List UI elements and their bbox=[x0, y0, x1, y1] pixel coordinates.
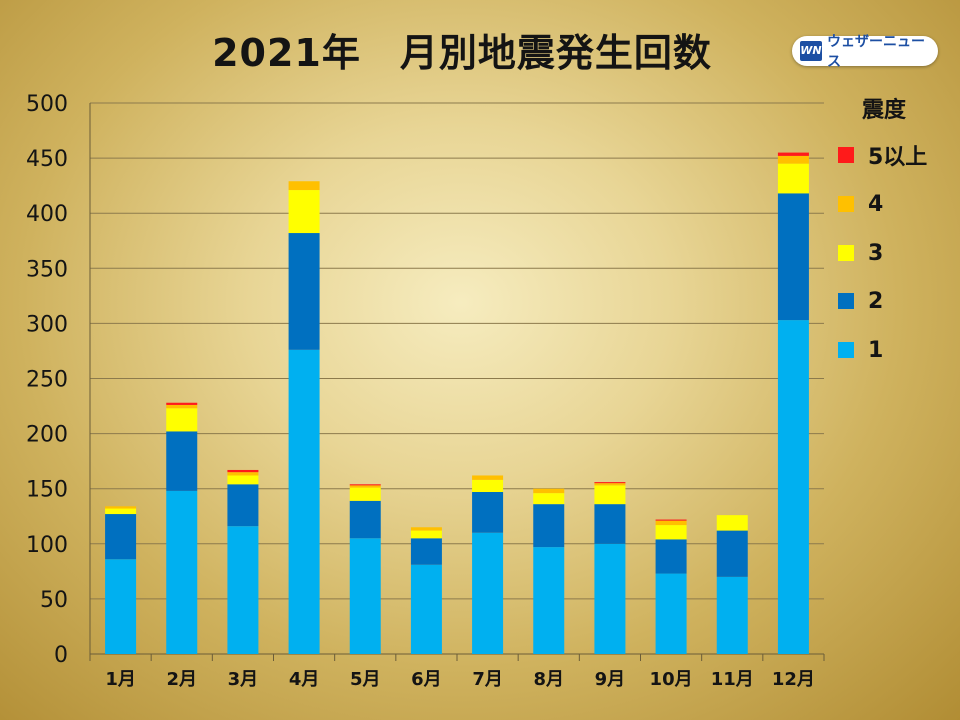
legend-swatch bbox=[838, 196, 854, 212]
bar-segment bbox=[410, 538, 442, 565]
bar-segment bbox=[166, 404, 198, 409]
bar-segment bbox=[288, 349, 320, 654]
bar-segment bbox=[777, 155, 809, 164]
legend-item-shindo-4: 4 bbox=[838, 190, 883, 218]
bar-segment bbox=[105, 506, 137, 509]
bar-segment bbox=[227, 469, 259, 473]
chart-title: 2021年 月別地震発生回数 bbox=[212, 31, 712, 75]
weathernews-logo: WN ウェザーニュース bbox=[792, 34, 938, 70]
bar-segment bbox=[533, 504, 565, 548]
x-tick-label: 6月 bbox=[411, 669, 442, 690]
bar-segment bbox=[349, 487, 381, 501]
bar-segment bbox=[349, 484, 381, 486]
x-tick-label: 11月 bbox=[711, 669, 754, 690]
bar-segment bbox=[288, 181, 320, 191]
bar-segment bbox=[655, 525, 687, 540]
legend-swatch bbox=[838, 293, 854, 309]
y-tick-label: 150 bbox=[26, 478, 68, 503]
bar-segment bbox=[166, 490, 198, 654]
bar-segment bbox=[410, 564, 442, 654]
bar-segment bbox=[349, 485, 381, 488]
legend-label: 4 bbox=[868, 191, 884, 217]
legend-label: 2 bbox=[868, 288, 884, 314]
legend-title: 震度 bbox=[862, 98, 907, 123]
bar-segment bbox=[655, 519, 687, 521]
y-tick-label: 450 bbox=[26, 147, 68, 172]
bar-segment bbox=[716, 515, 748, 531]
legend-label: 5以上 bbox=[868, 145, 928, 170]
legend-item-shindo-2: 2 bbox=[838, 287, 883, 315]
legend-swatch bbox=[838, 245, 854, 261]
bar-segment bbox=[349, 538, 381, 654]
bar-segment bbox=[594, 482, 626, 484]
weathernews-logo-text: ウェザーニュース bbox=[826, 34, 925, 70]
bar-segment bbox=[410, 530, 442, 539]
x-tick-label: 3月 bbox=[228, 669, 259, 690]
bar-segment bbox=[472, 492, 504, 533]
y-tick-label: 350 bbox=[26, 257, 68, 282]
bar-segment bbox=[227, 475, 259, 485]
bar-segment bbox=[594, 543, 626, 654]
y-tick-label: 200 bbox=[26, 423, 68, 448]
bar-segment bbox=[533, 488, 565, 494]
bar-segment bbox=[105, 514, 137, 560]
bar-segment bbox=[472, 532, 504, 654]
weathernews-logo-icon: WN bbox=[800, 41, 822, 61]
bar-segment bbox=[777, 152, 809, 156]
legend-item-shindo-5plus: 5以上 bbox=[838, 141, 928, 170]
bar-segment bbox=[777, 163, 809, 194]
legend-item-shindo-3: 3 bbox=[838, 239, 883, 267]
y-tick-label: 400 bbox=[26, 202, 68, 227]
y-tick-label: 50 bbox=[40, 588, 68, 613]
bar-segment bbox=[533, 493, 565, 505]
y-tick-label: 300 bbox=[26, 312, 68, 337]
legend-label: 3 bbox=[868, 240, 884, 266]
x-tick-label: 4月 bbox=[289, 669, 320, 690]
x-tick-label: 10月 bbox=[650, 669, 693, 690]
bar-segment bbox=[349, 500, 381, 539]
bar-segment bbox=[716, 530, 748, 577]
y-tick-label: 500 bbox=[26, 92, 68, 117]
y-tick-label: 100 bbox=[26, 533, 68, 558]
bar-segment bbox=[288, 190, 320, 234]
bar-segment bbox=[227, 472, 259, 476]
bar-segment bbox=[655, 520, 687, 526]
bar-segment bbox=[410, 527, 442, 531]
bar-segment bbox=[655, 573, 687, 654]
x-tick-label: 2月 bbox=[166, 669, 197, 690]
bar-segment bbox=[777, 193, 809, 321]
bar-segment bbox=[166, 408, 198, 432]
x-tick-label: 9月 bbox=[595, 669, 626, 690]
bar-segment bbox=[166, 402, 198, 405]
bar-segment bbox=[655, 539, 687, 574]
bar-segment bbox=[472, 479, 504, 493]
bar-segment bbox=[533, 547, 565, 654]
y-tick-label: 250 bbox=[26, 368, 68, 393]
bar-segment bbox=[594, 485, 626, 505]
bar-segment bbox=[166, 431, 198, 491]
bar-segment bbox=[105, 559, 137, 654]
x-tick-label: 1月 bbox=[105, 669, 136, 690]
legend-item-shindo-1: 1 bbox=[838, 336, 883, 364]
x-tick-label: 5月 bbox=[350, 669, 381, 690]
bar-segment bbox=[227, 526, 259, 654]
bar-segment bbox=[594, 483, 626, 486]
bar-segment bbox=[227, 484, 259, 527]
y-tick-label: 0 bbox=[54, 643, 68, 668]
bar-segment bbox=[105, 508, 137, 515]
bar-segment bbox=[777, 320, 809, 654]
legend-label: 1 bbox=[868, 337, 884, 363]
bar-segment bbox=[472, 475, 504, 480]
bar-segment bbox=[288, 233, 320, 350]
x-tick-label: 8月 bbox=[533, 669, 564, 690]
x-tick-label: 7月 bbox=[472, 669, 503, 690]
bar-segment bbox=[594, 504, 626, 544]
bar-segment bbox=[716, 576, 748, 654]
x-tick-label: 12月 bbox=[772, 669, 815, 690]
legend-swatch bbox=[838, 342, 854, 358]
legend-swatch bbox=[838, 147, 854, 163]
